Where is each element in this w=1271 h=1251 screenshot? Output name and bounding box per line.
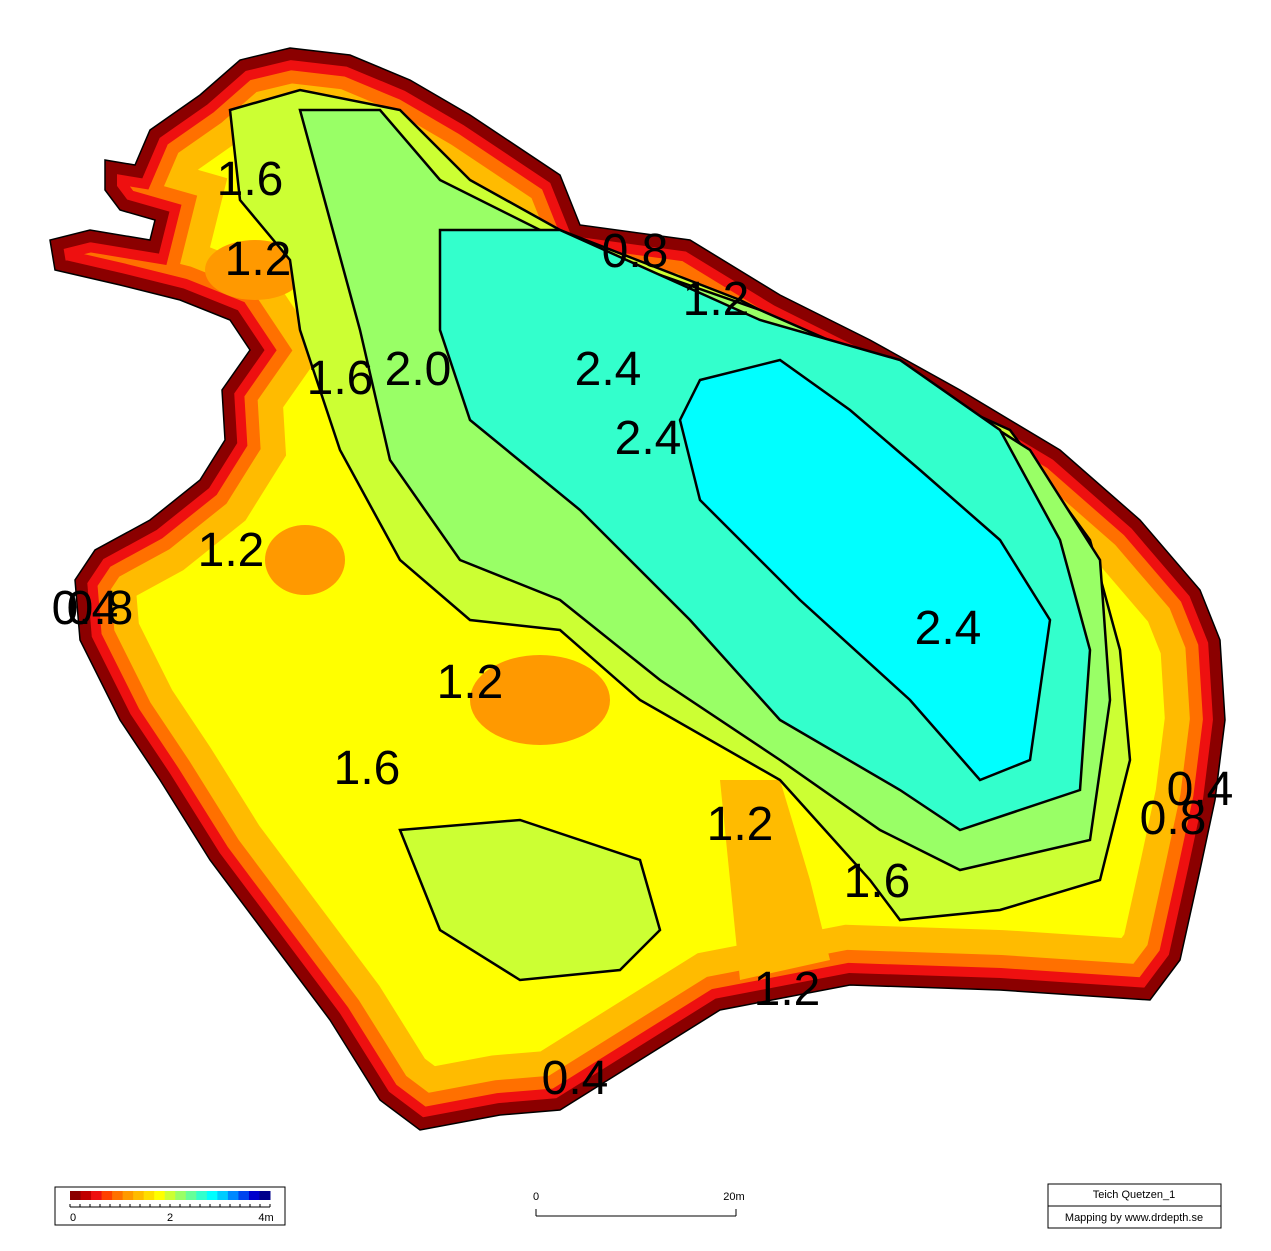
legend-tick-label: 2 xyxy=(167,1212,173,1224)
legend-swatch xyxy=(185,1191,197,1200)
legend-swatch xyxy=(80,1191,92,1200)
legend-swatch xyxy=(248,1191,260,1200)
contour-label: 0.8 xyxy=(1140,792,1207,845)
contour-label: 0.8 xyxy=(67,582,134,635)
contour-label: 2.4 xyxy=(915,602,982,655)
contour-label: 1.2 xyxy=(754,963,821,1016)
legend-swatch xyxy=(154,1191,166,1200)
legend-swatch xyxy=(164,1191,176,1200)
contour-label: 1.6 xyxy=(844,855,911,908)
legend: 0 2 4m xyxy=(69,1191,274,1224)
contour-label: 0.8 xyxy=(602,225,669,278)
contour-label: 1.2 xyxy=(437,656,504,709)
legend-swatch xyxy=(206,1191,218,1200)
legend-swatch xyxy=(70,1191,82,1200)
scale-label: 0 xyxy=(533,1191,539,1203)
info-credit: Mapping by www.drdepth.se xyxy=(1065,1212,1203,1224)
contour-label: 1.6 xyxy=(217,153,284,206)
contour-label: 1.6 xyxy=(334,742,401,795)
legend-tick-label: 0 xyxy=(70,1212,76,1224)
contour-label: 0.4 xyxy=(542,1052,609,1105)
contour-label: 0.4 xyxy=(52,582,119,635)
legend-swatch xyxy=(91,1191,103,1200)
contour-label: 2.4 xyxy=(615,412,682,465)
contour-label: 2.4 xyxy=(575,343,642,396)
legend-swatch xyxy=(227,1191,239,1200)
legend-swatch xyxy=(175,1191,187,1200)
legend-tick-label: 4m xyxy=(258,1212,273,1224)
contour-label: 1.6 xyxy=(307,352,374,405)
legend-swatch xyxy=(217,1191,229,1200)
legend-swatch xyxy=(238,1191,250,1200)
contour-label: 2.0 xyxy=(385,343,452,396)
info-title: Teich Quetzen_1 xyxy=(1093,1189,1176,1201)
legend-swatch xyxy=(101,1191,113,1200)
contour-label: 0.4 xyxy=(1167,763,1234,816)
contour-label: 1.2 xyxy=(225,233,292,286)
scale-label: 20m xyxy=(723,1191,744,1203)
legend-swatch xyxy=(122,1191,134,1200)
contour-label: 1.2 xyxy=(683,273,750,326)
legend-swatch xyxy=(112,1191,124,1200)
legend-swatch xyxy=(133,1191,145,1200)
contour-label: 1.2 xyxy=(707,798,774,851)
contour-label: 1.2 xyxy=(198,524,265,577)
legend-swatch xyxy=(143,1191,155,1200)
legend-swatch xyxy=(259,1191,271,1200)
pond xyxy=(50,48,1225,1130)
legend-swatch xyxy=(196,1191,208,1200)
contour-labels: 1.61.2 0.81.21.6 2.0 2.42.41.20.40.8 2.41.21… xyxy=(52,153,1234,1105)
